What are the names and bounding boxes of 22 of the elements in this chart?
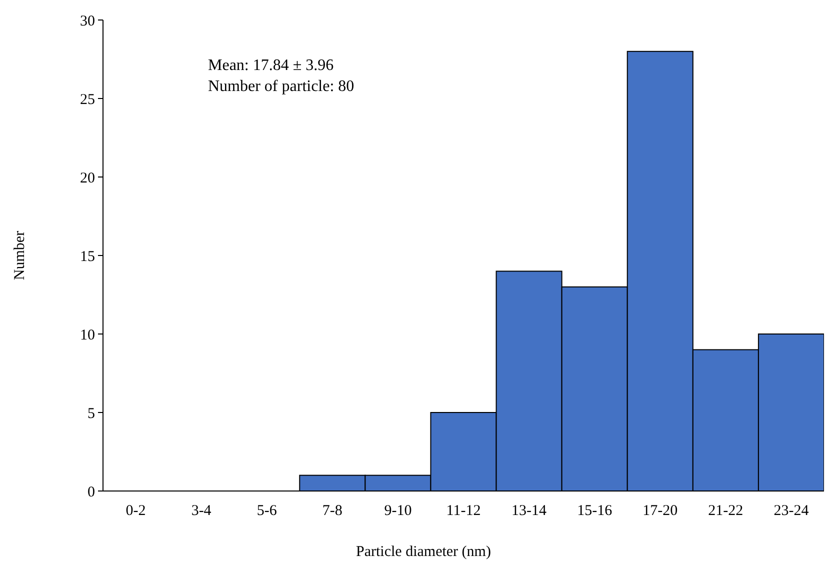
x-tick-label: 5-6 <box>256 503 278 519</box>
x-tick-label: 23-24 <box>774 503 810 519</box>
x-tick-label: 21-22 <box>708 503 744 519</box>
y-tick-label: 20 <box>80 170 95 186</box>
y-axis-title: Number <box>12 230 28 280</box>
y-tick-label: 5 <box>88 406 95 422</box>
y-tick-label: 25 <box>80 92 95 108</box>
x-axis-title: Particle diameter (nm) <box>356 544 491 560</box>
y-tick-label: 0 <box>88 484 95 500</box>
x-tick-label: 13-14 <box>512 503 548 519</box>
x-tick-label: 7-8 <box>322 503 342 519</box>
annotation: Mean: 17.84 ± 3.96 <box>208 57 334 74</box>
x-tick-label: 15-16 <box>577 503 613 519</box>
x-tick-label: 0-2 <box>126 503 146 519</box>
annotation: Number of particle: 80 <box>208 78 354 95</box>
x-tick-label: 9-10 <box>384 503 412 519</box>
x-tick-label: 11-12 <box>446 503 481 519</box>
y-tick-label: 10 <box>80 327 95 344</box>
x-tick-label: 17-20 <box>642 503 678 519</box>
y-tick-label: 30 <box>80 13 95 30</box>
x-tick-label: 3-4 <box>191 503 212 519</box>
y-tick-label: 15 <box>80 248 95 265</box>
